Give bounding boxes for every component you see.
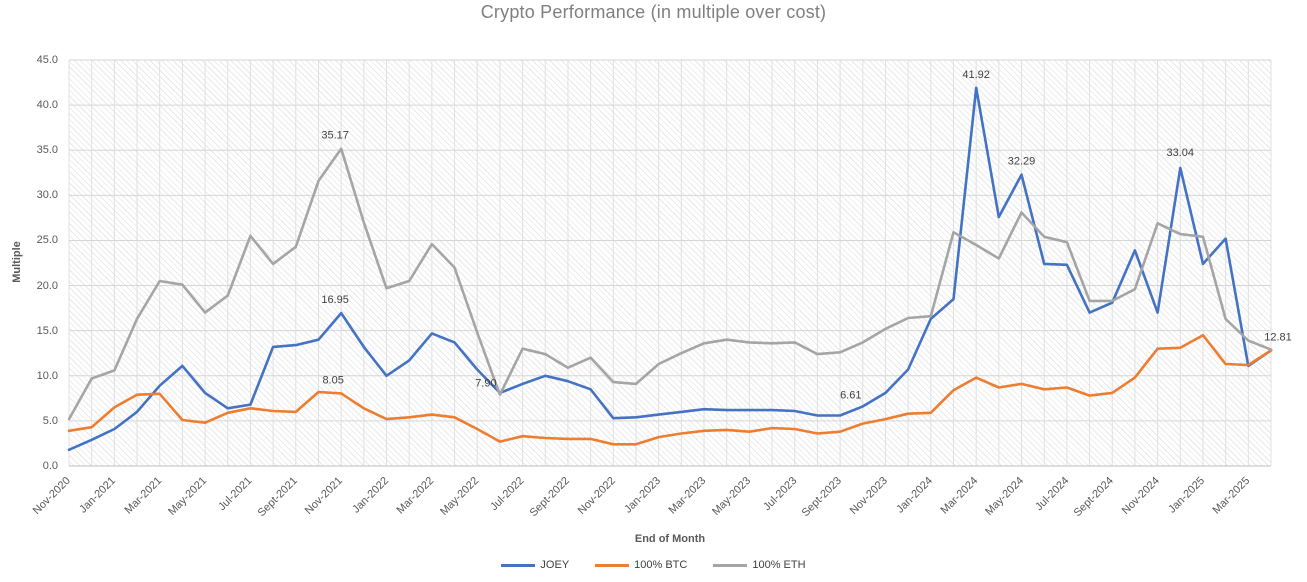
y-tick-label: 40.0	[36, 99, 58, 112]
data-label: 35.17	[321, 130, 349, 142]
data-label: 32.29	[1008, 156, 1036, 168]
data-label: 16.95	[321, 294, 349, 306]
legend-label: JOEY	[540, 559, 570, 571]
y-tick-label: 45.0	[36, 54, 58, 66]
legend-item-joey: JOEY	[501, 559, 569, 571]
y-tick-label: 35.0	[36, 144, 58, 157]
plot-svg: 35.17 16.95 8.05 7.90 6.61 41.92 32.29 33.04 12.…	[67, 59, 1292, 467]
legend-line-swatch	[595, 563, 630, 567]
data-label: 6.61	[840, 389, 861, 401]
y-tick-label: 20.0	[36, 279, 58, 292]
series-line-100-btc	[67, 333, 1273, 446]
plot-area: 35.17 16.95 8.05 7.90 6.61 41.92 32.29 33.04 12.…	[67, 59, 1292, 467]
legend-item-100-btc: 100% BTC	[595, 559, 687, 571]
legend-line-swatch	[501, 563, 536, 567]
x-axis-title: End of Month	[634, 533, 706, 545]
legend-item-100-eth: 100% ETH	[713, 559, 806, 571]
y-tick-label: 15.0	[36, 324, 58, 337]
series-line-joey	[67, 86, 1273, 452]
chart-legend: JOEY 100% BTC 100% ETH	[0, 559, 1307, 571]
data-label: 7.90	[475, 378, 496, 390]
y-tick-label: 30.0	[36, 189, 58, 202]
y-tick-label: 25.0	[36, 234, 58, 247]
data-label: 33.04	[1167, 147, 1195, 159]
y-tick-label: 5.0	[42, 414, 58, 427]
y-tick-label: 0.0	[42, 460, 58, 472]
legend-label: 100% ETH	[752, 559, 806, 571]
y-tick-label: 10.0	[36, 369, 58, 382]
legend-label: 100% BTC	[634, 559, 688, 571]
data-label: 8.05	[322, 374, 343, 386]
chart-title: Crypto Performance (in multiple over cos…	[480, 2, 827, 22]
legend-line-swatch	[713, 563, 748, 567]
series-line-100-eth	[67, 147, 1273, 421]
data-label: 41.92	[962, 69, 990, 81]
data-label: 12.81	[1264, 331, 1292, 343]
